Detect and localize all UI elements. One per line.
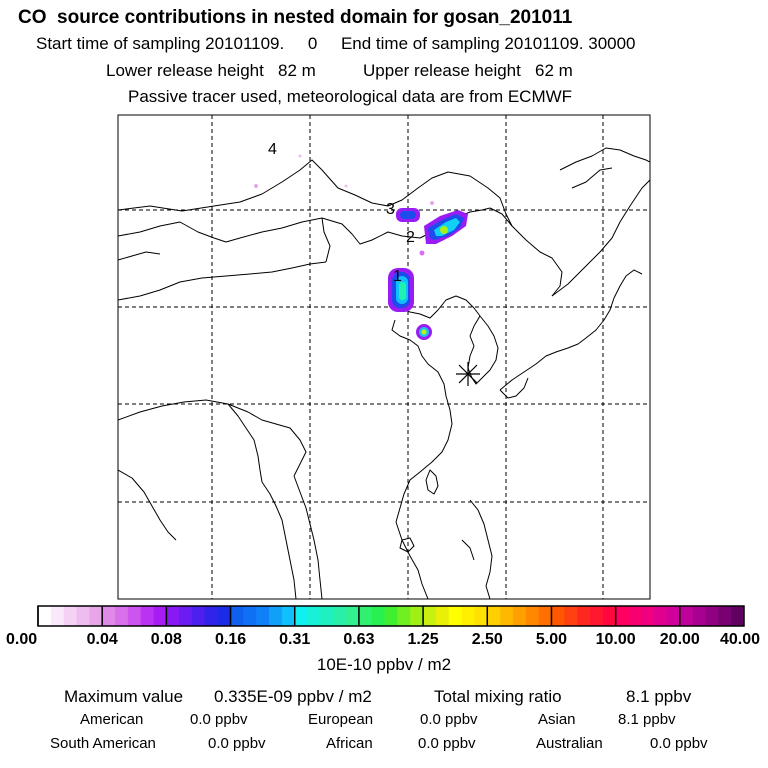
coastlines-borders (118, 147, 650, 599)
lower-release-value: 82 m (278, 61, 316, 80)
max-value: 0.335E-09 ppbv / m2 (214, 687, 372, 706)
release-heights-line: Lower release height 82 m Upper release … (106, 62, 573, 79)
sampling-start-label: Start time of sampling (36, 34, 201, 53)
region-name-european: European (308, 711, 374, 728)
region-value-south-american: 0.0 ppbv (208, 735, 266, 752)
region-value-asian: 8.1 ppbv (618, 711, 676, 728)
region-name-south-american: South American (50, 735, 156, 752)
region-label-4: 4 (268, 141, 277, 158)
region-value-american: 0.0 ppbv (190, 711, 248, 728)
region-value-african: 0.0 ppbv (418, 735, 476, 752)
legend-unit: 10E-10 ppbv / m2 (316, 655, 452, 674)
region-name-asian: Asian (538, 711, 576, 728)
max-value-label: Maximum value (64, 687, 184, 706)
receptor-asterisk-icon (456, 362, 480, 386)
source-contribution-map: 4 3 2 1 (117, 114, 651, 600)
region-name-african: African (326, 735, 373, 752)
region-name-australian: Australian (536, 735, 603, 752)
region-label-3: 3 (386, 201, 395, 218)
region-name-american: American (80, 711, 144, 728)
lower-release-label: Lower release height (106, 61, 264, 80)
upper-release-value: 62 m (535, 61, 573, 80)
region-value-european: 0.0 ppbv (420, 711, 478, 728)
upper-release-label: Upper release height (363, 61, 521, 80)
page-title: CO source contributions in nested domain… (18, 7, 573, 28)
region-value-australian: 0.0 ppbv (650, 735, 708, 752)
map-frame (117, 114, 651, 600)
region-label-1: 1 (393, 268, 402, 285)
tracer-note: Passive tracer used, meteorological data… (128, 87, 573, 106)
total-mixing-value: 8.1 ppbv (626, 687, 692, 706)
total-mixing-label: Total mixing ratio (434, 687, 562, 706)
lat-lon-grid (118, 115, 650, 599)
contribution-plumes (254, 154, 468, 340)
map-background (118, 115, 650, 599)
sampling-end-value: 20101109. 30000 (504, 34, 636, 53)
region-label-2: 2 (406, 229, 415, 246)
sampling-times-line: Start time of sampling 20101109. 0 End t… (36, 35, 636, 52)
sampling-start-value: 20101109. 0 (205, 34, 318, 53)
sampling-end-label: End time of sampling (340, 34, 500, 53)
